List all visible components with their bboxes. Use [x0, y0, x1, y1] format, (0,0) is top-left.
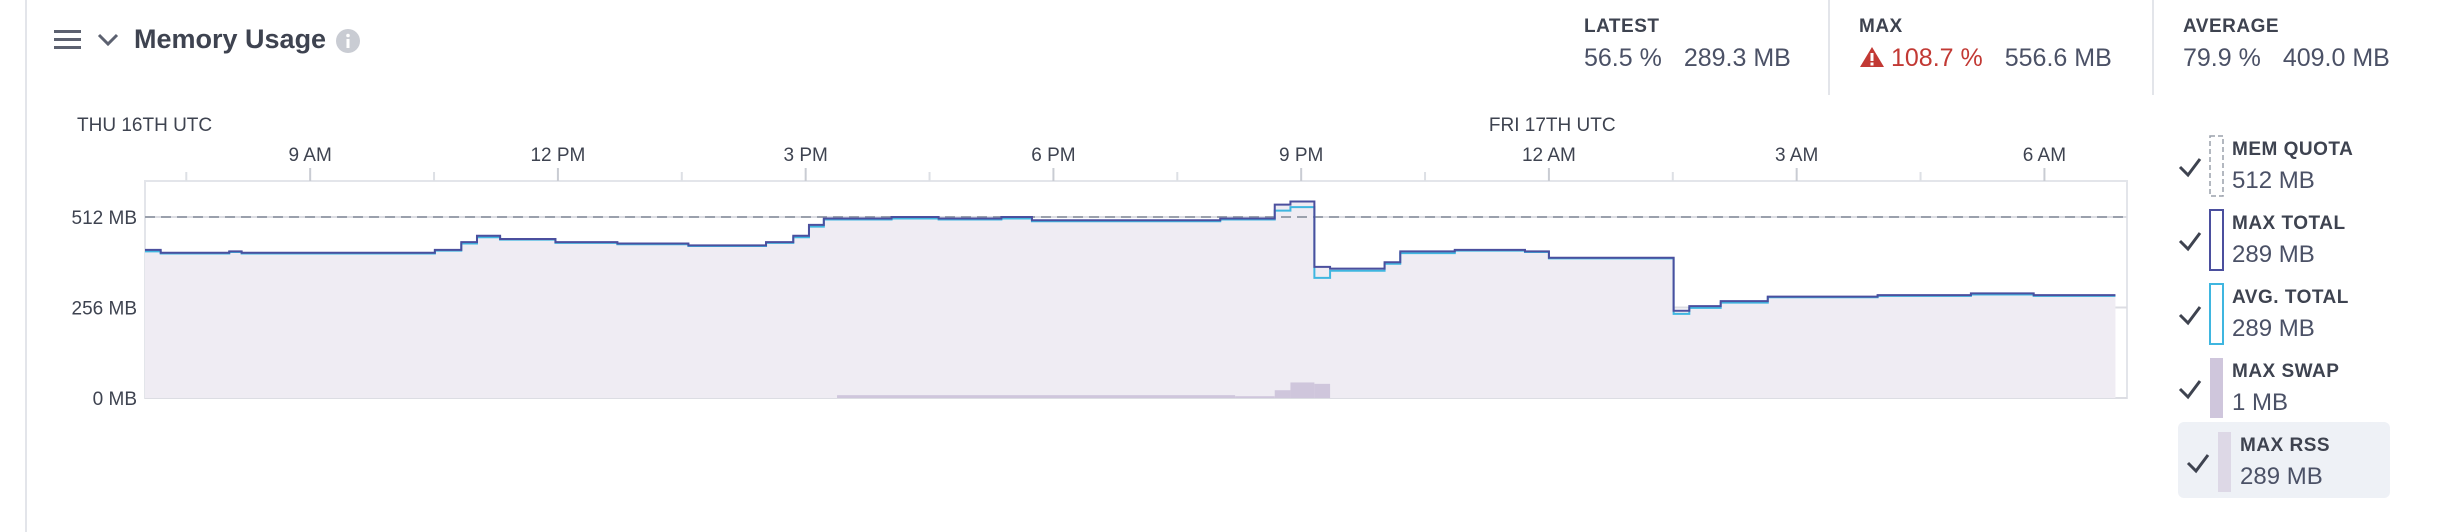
stat-values: 79.9 % 409.0 MB [2183, 44, 2412, 73]
rss-area [145, 201, 2116, 398]
y-tick-label: 0 MB [93, 389, 137, 410]
x-tick-label: 9 PM [1279, 145, 1323, 166]
legend-check[interactable] [2178, 232, 2202, 252]
legend-swatch [2209, 135, 2224, 197]
stat-label: LATEST [1584, 16, 1660, 37]
stat-values: 56.5 % 289.3 MB [1584, 44, 1813, 73]
info-icon[interactable] [335, 28, 361, 54]
title: Memory Usage [134, 24, 327, 54]
border [25, 0, 27, 532]
y-tick-label: 256 MB [72, 299, 137, 320]
legend-value: 289 MB [2232, 241, 2315, 268]
legend-name: MAX TOTAL [2232, 213, 2346, 234]
legend-check[interactable] [2178, 380, 2202, 400]
legend-name: MAX SWAP [2232, 361, 2339, 382]
x-tick-label: 12 PM [530, 145, 585, 166]
x-tick-label: 6 PM [1031, 145, 1075, 166]
legend-check[interactable] [2178, 306, 2202, 326]
x-tick-label: 6 AM [2023, 145, 2066, 166]
legend-value: 289 MB [2240, 463, 2323, 490]
stat-value: 108.7 % [1891, 44, 1983, 72]
legend-name: AVG. TOTAL [2232, 287, 2349, 308]
legend-name: MEM QUOTA [2232, 139, 2353, 160]
separator [2152, 0, 2154, 95]
legend-swatch [2209, 283, 2224, 345]
stat-value: 409.0 MB [2282, 44, 2390, 72]
legend-name: MAX RSS [2240, 435, 2330, 456]
swap-bar [1235, 396, 1275, 398]
swap-bar [1290, 382, 1315, 398]
alert-icon [1860, 47, 1884, 67]
legend-value: 1 MB [2232, 389, 2288, 416]
separator [1828, 0, 1830, 95]
legend-check[interactable] [2178, 158, 2202, 178]
x-tick-label: 9 AM [289, 145, 332, 166]
menu-icon[interactable] [54, 28, 84, 52]
legend-swatch [2218, 432, 2231, 492]
swap-bar [1274, 390, 1291, 398]
stat-value: 289.3 MB [1683, 44, 1791, 72]
legend-value: 512 MB [2232, 167, 2315, 194]
x-tick-label: 3 PM [783, 145, 827, 166]
legend-value: 289 MB [2232, 315, 2315, 342]
swap-bar [1314, 383, 1331, 398]
date-label: FRI 17TH UTC [1489, 115, 1616, 136]
x-tick-label: 3 AM [1775, 145, 1818, 166]
stat-value: 79.9 % [2183, 44, 2261, 72]
legend-check[interactable] [2186, 454, 2210, 474]
stat-values: 108.7 % 556.6 MB [1859, 44, 2134, 73]
collapse-icon[interactable] [97, 32, 119, 48]
legend-swatch [2209, 209, 2224, 271]
y-tick-label: 512 MB [72, 208, 137, 229]
stat-value: 56.5 % [1584, 44, 1662, 72]
series-line [145, 200, 2116, 312]
date-label: THU 16TH UTC [77, 115, 212, 136]
legend-swatch [2210, 358, 2223, 418]
x-tick-label: 12 AM [1522, 145, 1576, 166]
stat-label: AVERAGE [2183, 16, 2280, 37]
stat-label: MAX [1859, 16, 1903, 37]
swap-bar [837, 395, 1236, 398]
stat-value: 556.6 MB [2004, 44, 2112, 72]
